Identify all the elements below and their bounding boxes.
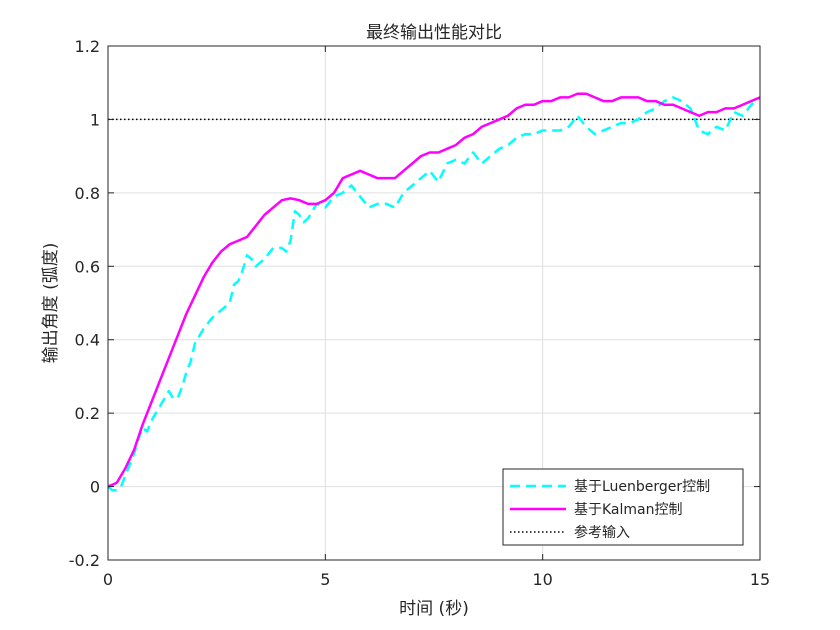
axis-ticks: 0 5 10 15-0.200.20.40.60.811.2 <box>69 37 770 589</box>
series-line-luenberger <box>107 96 761 492</box>
y-tick-label: 0.8 <box>75 184 100 203</box>
chart-title: 最终输出性能对比 <box>366 23 502 43</box>
y-axis-label: 输出角度 (弧度) <box>41 243 61 364</box>
plot-frame <box>107 45 761 561</box>
y-tick-label: 0 <box>90 478 100 497</box>
y-tick-label: 1 <box>90 110 100 129</box>
legend-label-luenberger: 基于Luenberger控制 <box>574 478 710 495</box>
x-tick-label: 15 <box>750 570 770 589</box>
y-tick-label: 0.2 <box>75 404 100 423</box>
y-tick-label: -0.2 <box>69 551 100 570</box>
legend: 基于Luenberger控制 基于Kalman控制 参考输入 <box>502 468 744 546</box>
x-axis-label: 时间 (秒) <box>399 599 469 619</box>
x-tick-label: 10 <box>532 570 552 589</box>
y-tick-label: 0.6 <box>75 257 100 276</box>
y-tick-label: 0.4 <box>75 331 100 350</box>
series-layer <box>107 92 761 492</box>
x-tick-label: 0 <box>103 570 113 589</box>
legend-label-kalman: 基于Kalman控制 <box>574 501 683 518</box>
y-tick-label: 1.2 <box>75 37 100 56</box>
x-tick-label: 5 <box>320 570 330 589</box>
legend-label-reference: 参考输入 <box>574 524 630 541</box>
series-line-kalman <box>107 92 761 488</box>
